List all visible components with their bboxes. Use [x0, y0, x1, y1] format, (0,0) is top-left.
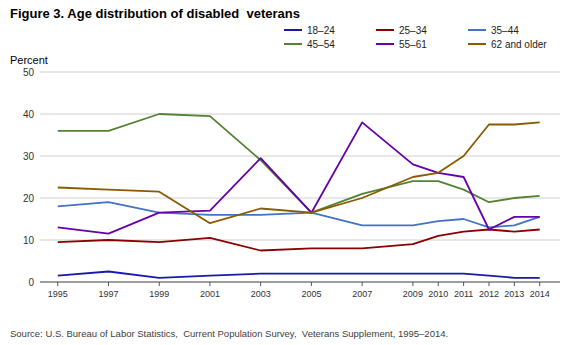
tick-label: 2009 [403, 289, 423, 299]
tick-label: 1997 [98, 289, 118, 299]
tick [209, 282, 210, 286]
tick [260, 282, 261, 286]
legend-label: 25–34 [399, 25, 427, 36]
tick [108, 282, 109, 286]
tick [514, 282, 515, 286]
title: Figure 3. Age distribution of disabled v… [10, 6, 300, 21]
tick [362, 282, 363, 286]
series-line [58, 122, 540, 233]
tick-label: 2003 [251, 289, 271, 299]
tick-label: 2012 [479, 289, 499, 299]
tick-label: 2005 [301, 289, 321, 299]
tick-label: 0 [28, 277, 34, 288]
grid-line [40, 282, 560, 283]
legend-swatch [376, 43, 394, 45]
tick-label: 2013 [504, 289, 524, 299]
tick [412, 282, 413, 286]
tick-label: 1995 [48, 289, 68, 299]
legend-swatch [376, 29, 394, 31]
legend-swatch [468, 29, 486, 31]
grid-line [40, 72, 560, 73]
tick [438, 282, 439, 286]
tick-label: 2011 [454, 289, 473, 299]
legend-swatch [284, 43, 302, 45]
plot-area [58, 114, 540, 278]
legend: 18–24 25–34 35–44 45–54 55–61 62 and older [284, 25, 547, 50]
legend-label: 55–61 [399, 39, 427, 50]
tick [159, 282, 160, 286]
tick-label: 2010 [428, 289, 448, 299]
series-line [58, 202, 540, 227]
legend-label: 18–24 [307, 25, 335, 36]
series-line [58, 272, 540, 278]
tick [539, 282, 540, 286]
chart: Figure 3. Age distribution of disabled v… [0, 0, 575, 345]
grid [40, 72, 560, 282]
tick [463, 282, 464, 286]
tick-label: 1999 [149, 289, 169, 299]
tick-label: 30 [23, 151, 35, 162]
series-line [58, 122, 540, 223]
tick-label: 2001 [200, 289, 220, 299]
tick-label: 2014 [530, 289, 550, 299]
tick-label: 40 [23, 109, 35, 120]
legend-swatch [284, 29, 302, 31]
series-line [58, 230, 540, 251]
legend-label: 35–44 [491, 25, 519, 36]
tick [488, 282, 489, 286]
legend-label: 45–54 [307, 39, 335, 50]
tick-label: 50 [23, 67, 35, 78]
tick [311, 282, 312, 286]
legend-label: 62 and older [491, 39, 547, 50]
annotation: Source: U.S. Bureau of Labor Statistics,… [10, 328, 448, 339]
tick-label: 20 [23, 193, 35, 204]
legend-swatch [468, 43, 486, 45]
tick [57, 282, 58, 286]
axis-line [40, 282, 560, 283]
grid-line [40, 114, 560, 115]
tick-label: 10 [23, 235, 35, 246]
grid-line [40, 156, 560, 157]
tick-label: 2007 [352, 289, 372, 299]
axis-label: Percent [10, 54, 48, 66]
